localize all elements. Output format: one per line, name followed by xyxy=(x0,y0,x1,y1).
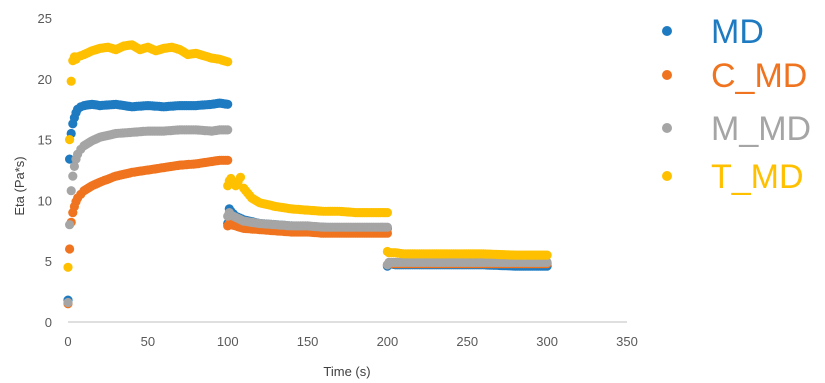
data-point xyxy=(66,76,76,86)
data-point xyxy=(223,99,233,109)
y-tick-label: 10 xyxy=(38,193,52,208)
legend-marker xyxy=(662,70,672,80)
x-tick-label: 250 xyxy=(456,334,478,349)
x-tick-label: 300 xyxy=(536,334,558,349)
data-point xyxy=(382,208,392,218)
y-tick-label: 25 xyxy=(38,11,52,26)
legend-label: M_MD xyxy=(711,110,811,148)
y-tick-label: 5 xyxy=(45,254,52,269)
legend-label: MD xyxy=(711,13,764,51)
data-point xyxy=(65,220,75,230)
legend-label: T_MD xyxy=(711,158,804,196)
x-tick-label: 150 xyxy=(297,334,319,349)
x-tick-label: 350 xyxy=(616,334,638,349)
data-point xyxy=(542,250,552,260)
series-c-md xyxy=(63,155,552,309)
data-points xyxy=(63,40,552,309)
data-point xyxy=(223,155,233,165)
data-point xyxy=(66,186,76,196)
legend-label: C_MD xyxy=(711,57,807,95)
data-point xyxy=(223,125,233,135)
x-tick-label: 100 xyxy=(217,334,239,349)
x-tick-label: 200 xyxy=(377,334,399,349)
data-point xyxy=(382,222,392,232)
series-m-md xyxy=(63,125,552,308)
x-tick-label: 0 xyxy=(64,334,71,349)
legend-marker xyxy=(662,123,672,133)
legend-marker xyxy=(662,26,672,36)
data-point xyxy=(69,161,79,171)
x-axis-title: Time (s) xyxy=(323,364,370,379)
data-point xyxy=(223,57,233,67)
y-tick-label: 15 xyxy=(38,133,52,148)
data-point xyxy=(235,172,246,182)
data-point xyxy=(68,171,78,181)
data-point xyxy=(63,297,73,308)
data-point xyxy=(63,262,73,272)
data-point xyxy=(65,244,75,254)
y-tick-label: 20 xyxy=(38,72,52,87)
x-tick-label: 50 xyxy=(141,334,155,349)
y-axis-title: Eta (Pa*s) xyxy=(12,156,27,215)
data-point xyxy=(65,135,75,145)
legend-marker xyxy=(662,171,672,181)
data-point xyxy=(65,154,75,164)
y-tick-label: 0 xyxy=(45,315,52,330)
data-point xyxy=(542,257,552,267)
legend: MD C_MD M_MD T_MD xyxy=(662,13,811,196)
series-t-md xyxy=(63,40,552,272)
